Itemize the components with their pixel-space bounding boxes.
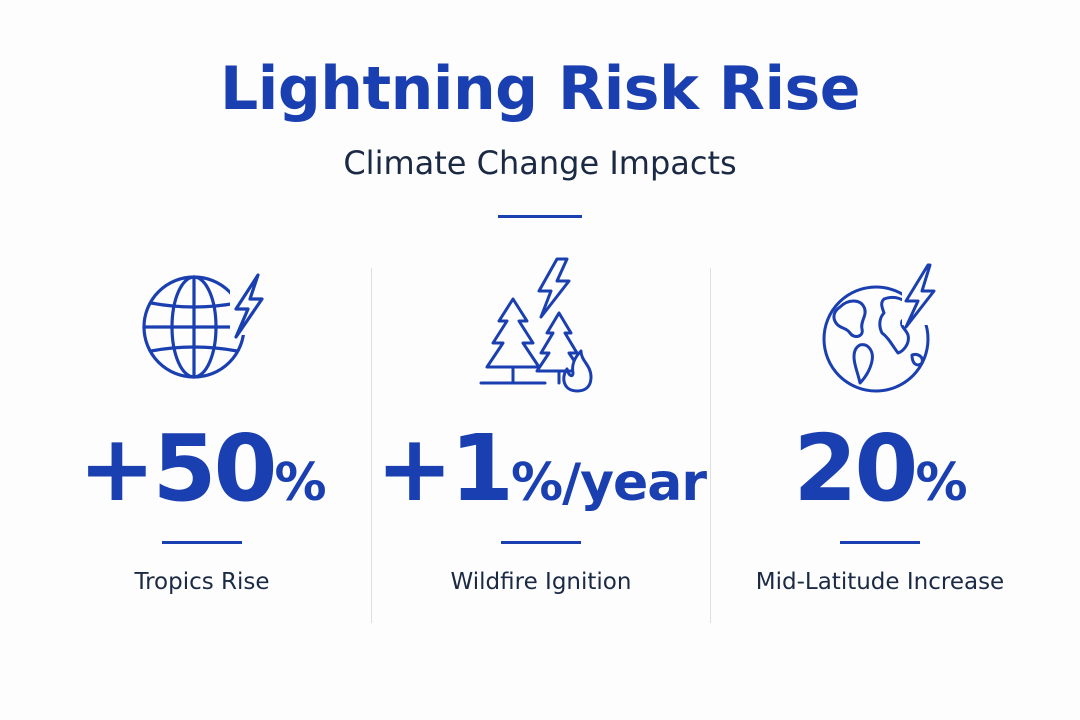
globe-lightning-icon: [132, 255, 272, 395]
stat-unit: %: [274, 453, 327, 513]
stat-card-midlatitude: 20% Mid-Latitude Increase: [710, 255, 1050, 615]
stat-label: Tropics Rise: [134, 569, 270, 595]
stat-label: Mid-Latitude Increase: [755, 569, 1005, 595]
stat-value: +1%/year: [371, 415, 711, 522]
stat-number: +50: [78, 415, 277, 522]
stat-value: 20%: [710, 415, 1050, 522]
stat-value: +50%: [32, 415, 372, 522]
stat-number: +1: [375, 415, 514, 522]
title-divider-rule: [498, 215, 582, 218]
stat-rule: [501, 541, 581, 544]
stat-rule: [162, 541, 242, 544]
column-divider-right: [710, 268, 711, 623]
stat-unit: %/year: [511, 453, 707, 513]
trees-fire-lightning-icon: [471, 255, 611, 395]
page-subtitle: Climate Change Impacts: [343, 144, 737, 182]
stat-card-tropics: +50% Tropics Rise: [32, 255, 372, 615]
stat-card-wildfire: +1%/year Wildfire Ignition: [371, 255, 711, 615]
page-title: Lightning Risk Rise: [220, 54, 860, 124]
earth-lightning-icon: [810, 255, 950, 395]
column-divider-left: [371, 268, 372, 623]
stat-rule: [840, 541, 920, 544]
stat-label: Wildfire Ignition: [450, 569, 632, 595]
stat-unit: %: [915, 453, 967, 513]
stat-number: 20: [793, 415, 918, 522]
